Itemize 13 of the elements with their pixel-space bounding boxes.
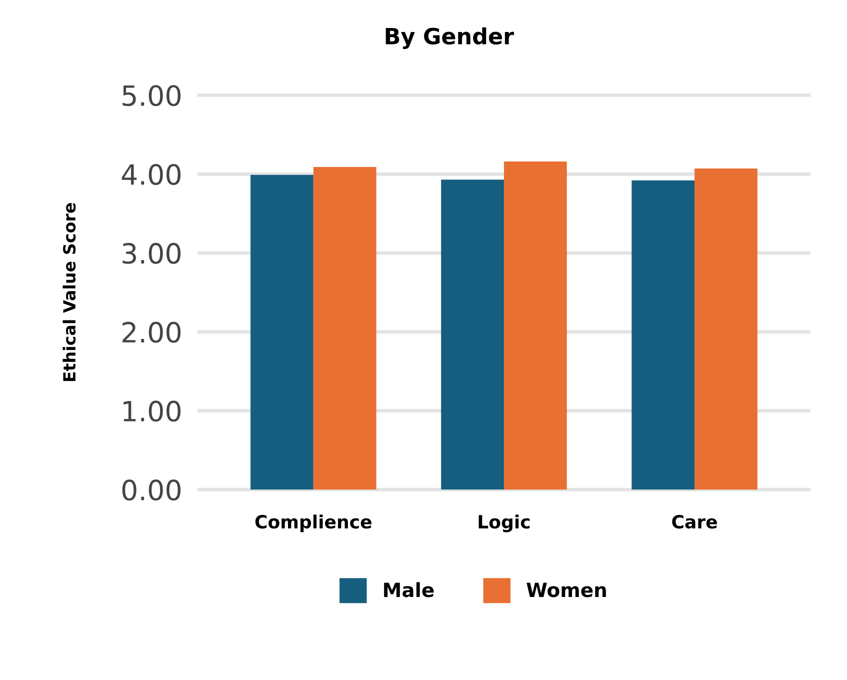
y-tick-label: 5.00 <box>122 85 181 106</box>
y-tick-label: 2.00 <box>122 322 181 343</box>
y-axis-title: Ethical Value Score <box>62 203 76 382</box>
legend-label: Women <box>526 582 606 598</box>
x-tick-label: Complience <box>255 514 372 532</box>
legend-label: Male <box>384 582 434 598</box>
y-tick-label: 4.00 <box>122 164 181 186</box>
y-tick-label: 0.00 <box>122 480 181 501</box>
y-tick-label: 3.00 <box>122 242 181 264</box>
chart-title: By Gender <box>386 27 514 49</box>
x-tick-label: Care <box>672 514 717 529</box>
y-tick-label: 1.00 <box>124 400 181 422</box>
x-tick-label: Logic <box>478 514 530 532</box>
